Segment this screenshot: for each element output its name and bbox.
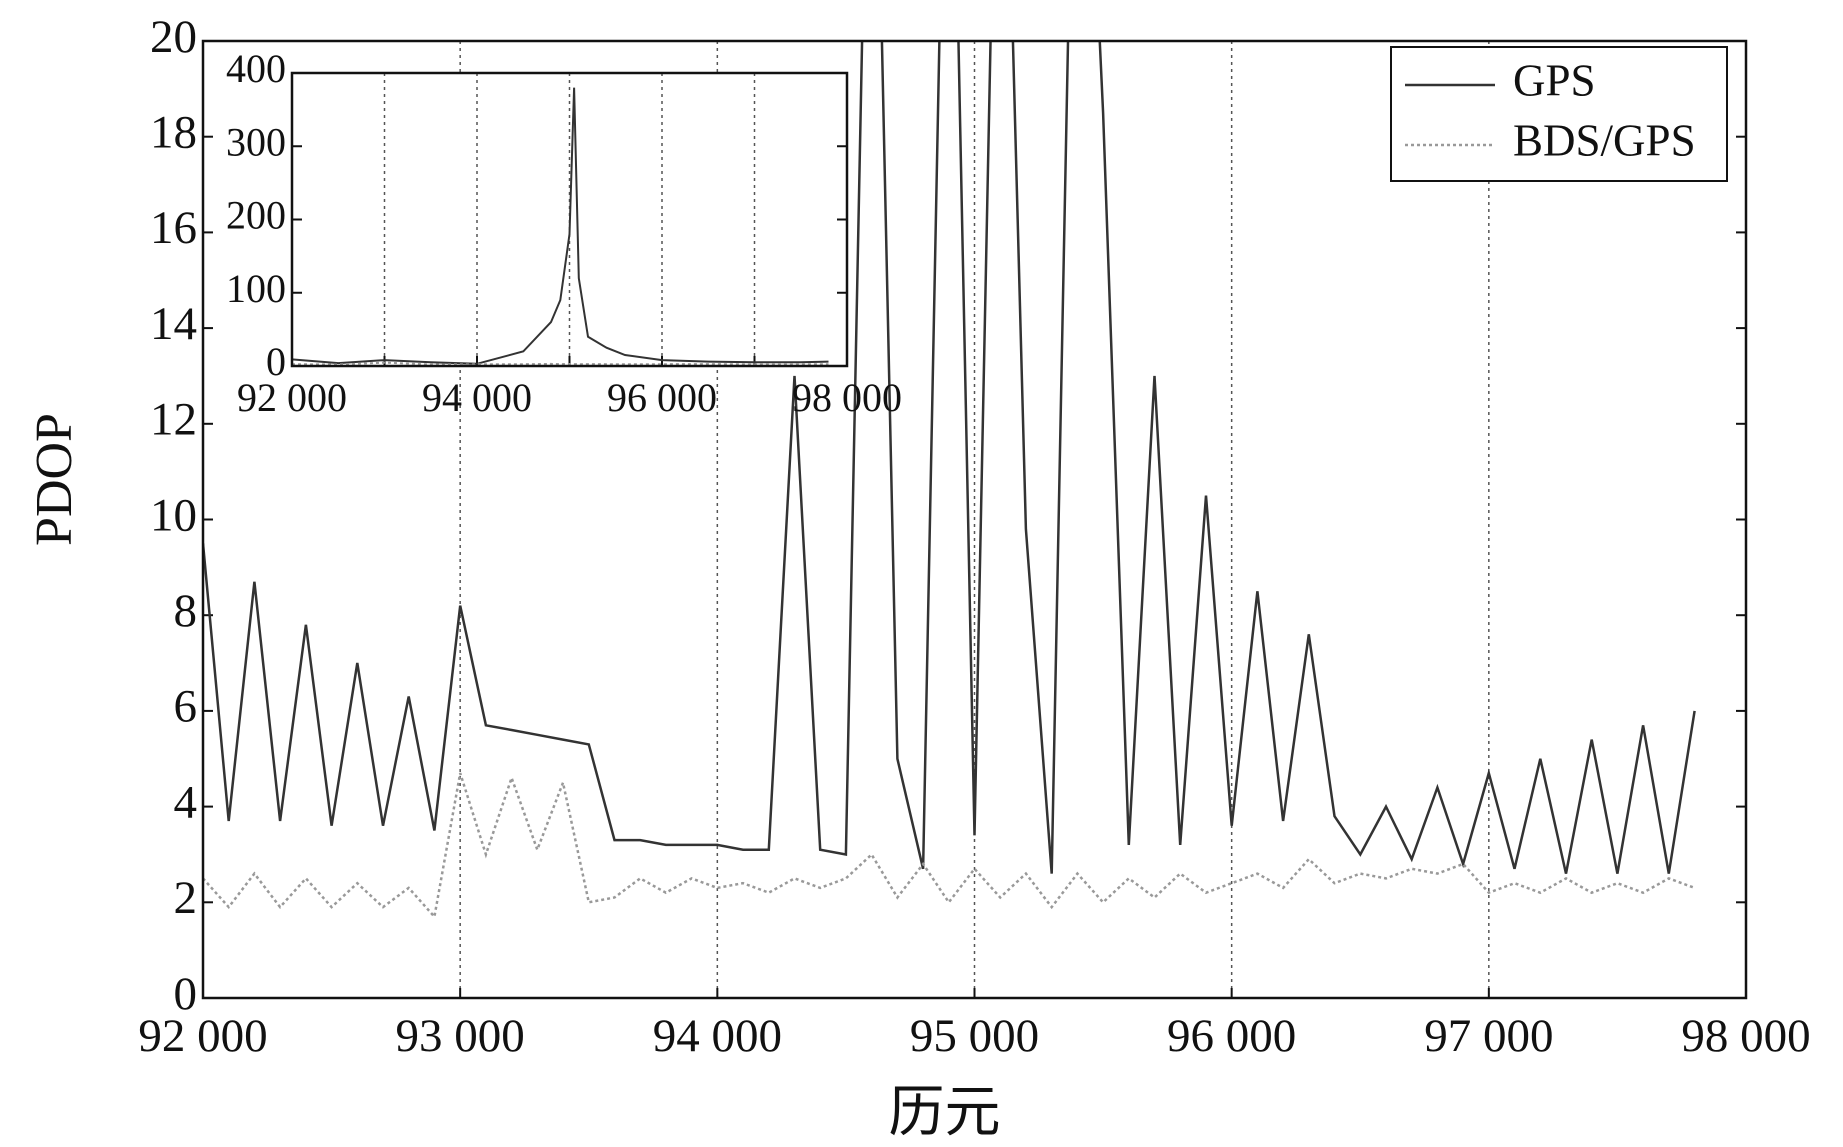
data-line [203, 41, 1696, 874]
x-tick-label: 92 000 [138, 1010, 267, 1062]
plot-frame [201, 39, 1748, 1000]
data-line [292, 87, 829, 365]
y-tick-label: 14 [150, 298, 197, 350]
x-tick-label: 92 000 [237, 375, 347, 420]
x-tick-label: 97 000 [1424, 1010, 1553, 1062]
x-tick-label: 94 000 [653, 1010, 782, 1062]
x-tick-label: 98 000 [1681, 1010, 1810, 1062]
y-tick-label: 16 [150, 202, 197, 254]
x-tick-label: 95 000 [910, 1010, 1039, 1062]
y-tick-label: 10 [150, 489, 197, 541]
y-axis-label: PDOP [26, 413, 83, 546]
plot-area [292, 87, 829, 366]
x-axis-label: 历元 [889, 1082, 1001, 1144]
x-tick-label: 98 000 [792, 375, 902, 420]
y-tick-label: 18 [150, 106, 197, 158]
y-tick-label: 0 [266, 339, 286, 384]
legend-label: BDS/GPS [1513, 115, 1696, 165]
y-tick-label: 200 [226, 193, 286, 238]
y-tick-label: 4 [174, 776, 198, 828]
x-tick-label: 96 000 [1167, 1010, 1296, 1062]
y-tick-label: 12 [150, 394, 197, 446]
y-tick-label: 300 [226, 119, 286, 164]
x-tick-label: 93 000 [396, 1010, 525, 1062]
legend-label: GPS [1513, 55, 1596, 105]
x-tick-label: 94 000 [422, 375, 532, 420]
y-tick-label: 20 [150, 11, 197, 63]
plot-frame [290, 71, 849, 368]
y-tick-label: 400 [226, 46, 286, 91]
y-tick-label: 8 [174, 585, 198, 637]
y-tick-label: 100 [226, 266, 286, 311]
legend-box [1390, 46, 1728, 182]
y-tick-label: 0 [174, 968, 198, 1020]
data-line [292, 361, 829, 366]
data-line [203, 772, 1696, 920]
y-tick-label: 6 [174, 681, 198, 733]
y-tick-label: 2 [174, 872, 198, 924]
plot-area [203, 41, 1696, 920]
x-tick-label: 96 000 [607, 375, 717, 420]
